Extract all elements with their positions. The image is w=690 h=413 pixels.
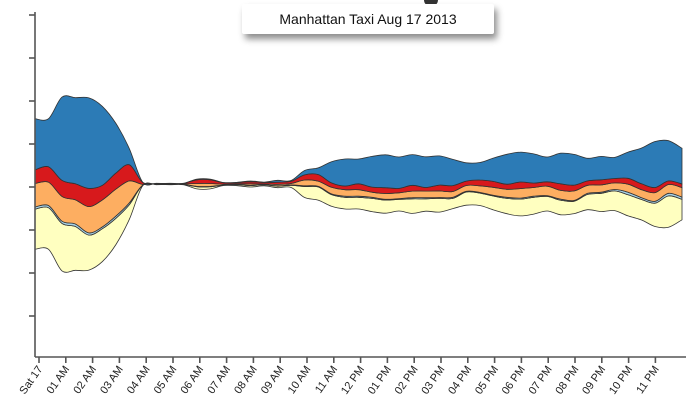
title-tab-decoration xyxy=(424,0,438,6)
x-tick-label: 11 AM xyxy=(313,364,340,396)
x-tick-label: 11 PM xyxy=(634,364,662,396)
x-tick-label: 08 AM xyxy=(232,364,260,396)
x-tick-label: 04 PM xyxy=(446,364,474,397)
x-tick-label: 02 AM xyxy=(71,364,99,396)
x-tick-label: 12 PM xyxy=(339,364,367,397)
x-tick-label: 09 AM xyxy=(259,364,287,396)
x-tick-label: 09 PM xyxy=(580,364,608,397)
x-tick-label: 05 PM xyxy=(473,364,501,397)
x-tick-label: 05 AM xyxy=(152,364,180,396)
x-tick-label: 02 PM xyxy=(393,364,421,397)
x-tick-label: 06 AM xyxy=(179,364,207,396)
stream-layer-5 xyxy=(34,95,683,189)
x-tick-label: 07 AM xyxy=(205,364,233,396)
x-tick-label: 03 PM xyxy=(419,364,447,397)
x-tick-label: 01 PM xyxy=(366,364,394,397)
x-tick-label: 10 AM xyxy=(286,364,314,396)
chart-title: Manhattan Taxi Aug 17 2013 xyxy=(242,4,494,34)
x-tick-label: 07 PM xyxy=(527,364,555,397)
x-tick-label: 03 AM xyxy=(98,364,126,396)
x-tick-label: 01 AM xyxy=(45,364,73,396)
x-tick-label: 06 PM xyxy=(500,364,528,397)
x-tick-label: 04 AM xyxy=(125,364,153,396)
stream-layers xyxy=(34,95,683,273)
x-tick-label: Sat 17 xyxy=(17,364,45,397)
x-tick-label: 08 PM xyxy=(553,364,581,397)
x-tick-label: 10 PM xyxy=(607,364,635,397)
